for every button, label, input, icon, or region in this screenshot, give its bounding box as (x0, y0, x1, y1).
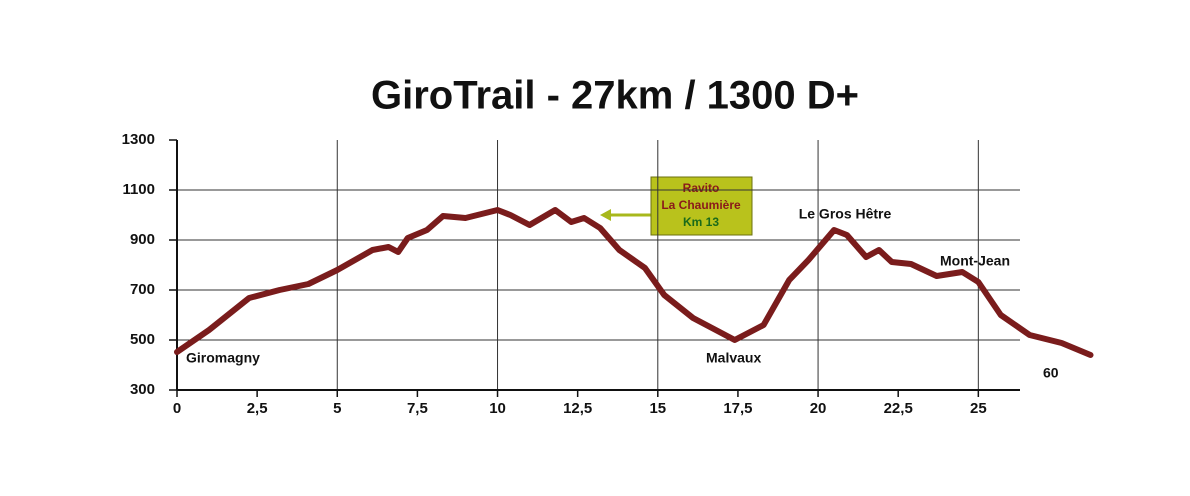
annotation: 60 (1043, 365, 1059, 381)
annotation: Mont-Jean (940, 253, 1010, 269)
x-tick-label: 12,5 (563, 400, 592, 417)
callout-text: La Chaumière (661, 198, 741, 212)
y-tick-label: 300 (130, 381, 155, 398)
chart-title: GiroTrail - 27km / 1300 D+ (371, 74, 859, 118)
x-tick-label: 5 (333, 400, 341, 417)
annotation: Giromagny (186, 350, 260, 366)
y-tick-label: 900 (130, 231, 155, 248)
callout-box (650, 176, 753, 236)
elevation-line (174, 207, 1094, 358)
x-tick-label: 20 (810, 400, 827, 417)
callout-text: Km 13 (683, 215, 719, 229)
x-tick-label: 25 (970, 400, 987, 417)
x-tick-label: 7,5 (407, 400, 428, 417)
y-tick-label: 500 (130, 331, 155, 348)
x-tick-label: 0 (173, 400, 181, 417)
y-tick-label: 1100 (122, 181, 155, 198)
x-tick-label: 15 (649, 400, 666, 417)
x-tick-label: 2,5 (247, 400, 268, 417)
y-tick-label: 1300 (122, 131, 155, 148)
x-tick-label: 10 (489, 400, 506, 417)
callout-arrowhead (600, 209, 611, 221)
annotation: Le Gros Hêtre (799, 206, 892, 222)
callout-text: Ravito (683, 181, 720, 195)
x-tick-label: 17,5 (723, 400, 752, 417)
y-tick-label: 700 (130, 281, 155, 298)
x-tick-label: 22,5 (884, 400, 913, 417)
callout: Ravito La Chaumière Km 13 (600, 176, 753, 236)
annotation: Malvaux (706, 350, 761, 366)
